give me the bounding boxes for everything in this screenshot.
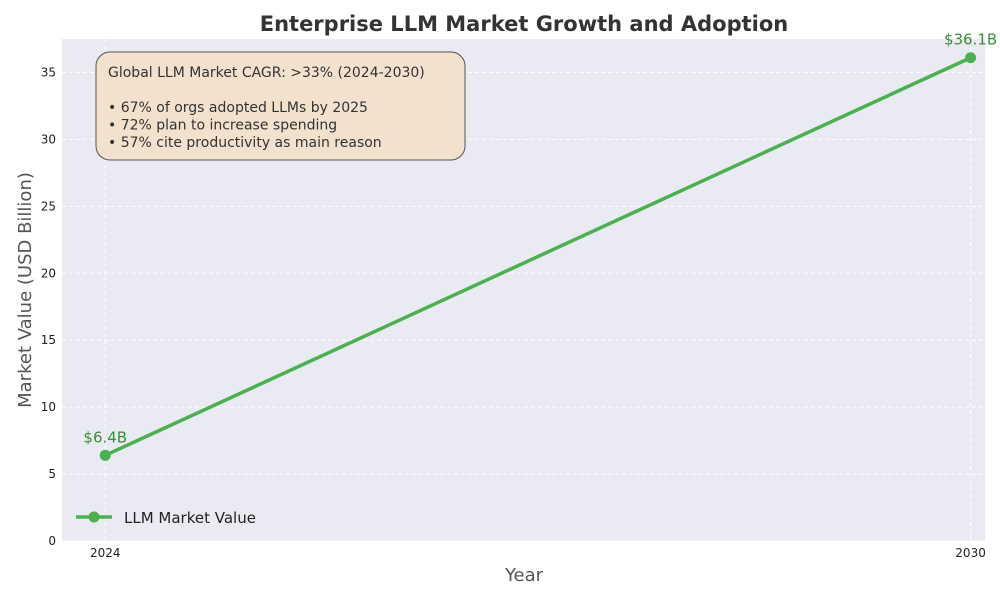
y-tick-label: 25 [41,199,56,213]
chart-title: Enterprise LLM Market Growth and Adoptio… [260,12,789,36]
annotation-background [95,51,466,161]
y-tick-label: 10 [41,400,56,414]
annotation-line: Global LLM Market CAGR: >33% (2024-2030) [108,65,425,81]
y-tick-label: 30 [41,132,56,146]
annotation-line: • 57% cite productivity as main reason [108,135,382,151]
annotation-line: • 72% plan to increase spending [108,118,337,134]
y-tick-label: 35 [41,65,56,79]
y-tick-label: 0 [48,534,56,548]
legend-marker [88,511,100,523]
y-tick-label: 15 [41,333,56,347]
x-tick-label: 2030 [955,546,986,560]
series-line [103,55,973,458]
data-label: $6.4B [83,428,127,446]
annotation-box: Global LLM Market CAGR: >33% (2024-2030)… [95,51,466,161]
legend: LLM Market Value [76,509,256,527]
x-axis-ticks: 2024 2030 [90,546,986,560]
legend-label: LLM Market Value [124,509,256,527]
data-label: $36.1B [944,31,997,49]
series-layer: $6.4B $36.1B [83,31,997,461]
x-axis-label: Year [504,565,544,586]
x-tick-label: 2024 [90,546,121,560]
y-tick-label: 20 [41,266,56,280]
annotation-line: • 67% of orgs adopted LLMs by 2025 [108,100,368,116]
y-tick-label: 5 [48,467,56,481]
data-point [965,52,977,64]
data-point [99,449,111,461]
y-axis-ticks: 0 5 10 15 20 25 30 35 [41,65,56,548]
y-axis-label: Market Value (USD Billion) [15,172,36,408]
